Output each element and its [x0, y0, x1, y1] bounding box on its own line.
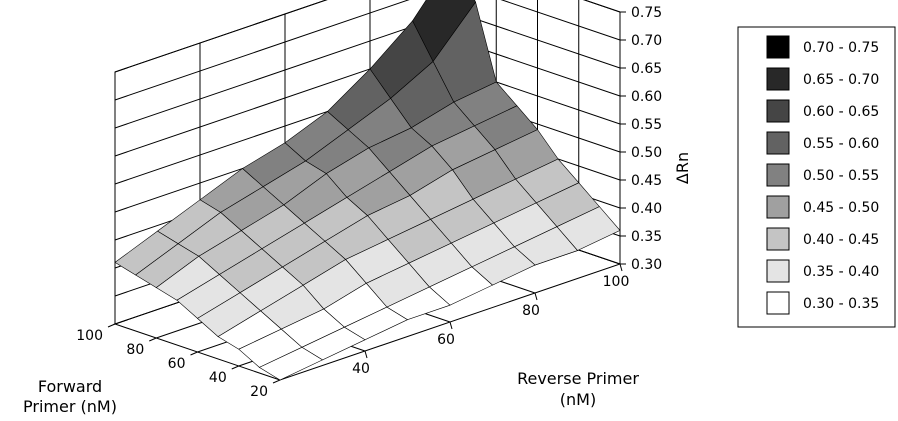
z-tick-label: 0.30 [631, 257, 662, 273]
y-tick-mark [364, 350, 368, 359]
y-tick-label: 40 [352, 361, 370, 377]
z-tick-label: 0.65 [631, 61, 662, 77]
legend-label: 0.35 - 0.40 [803, 264, 879, 280]
legend-label: 0.30 - 0.35 [803, 296, 879, 312]
x-tick-label: 80 [126, 342, 144, 358]
x-tick-label: 20 [250, 384, 268, 400]
legend-label: 0.60 - 0.65 [803, 104, 879, 120]
x-axis-title-line1: Forward [38, 377, 102, 396]
x-tick-label: 60 [168, 356, 186, 372]
legend-swatch [766, 99, 790, 123]
surface-patch [258, 346, 324, 381]
legend-swatch [766, 67, 790, 91]
x-tick-mark [107, 323, 116, 328]
z-tick-label: 0.45 [631, 173, 662, 189]
z-tick-label: 0.60 [631, 89, 662, 105]
z-tick-label: 0.35 [631, 229, 662, 245]
x-tick-mark [190, 351, 198, 356]
legend-label: 0.45 - 0.50 [803, 200, 879, 216]
legend-swatch [766, 259, 790, 283]
legend-swatch [766, 227, 790, 251]
y-tick-label: 100 [603, 274, 630, 290]
legend-swatch [766, 163, 790, 187]
legend-swatch [766, 291, 790, 315]
y-tick-label: 60 [437, 332, 455, 348]
y-axis-title-line1: Reverse Primer [517, 369, 639, 388]
x-tick-label: 40 [209, 370, 227, 386]
z-tick-label: 0.75 [631, 5, 662, 21]
legend-swatch [766, 195, 790, 219]
legend-label: 0.70 - 0.75 [803, 40, 879, 56]
y-tick-mark [619, 263, 623, 272]
z-tick-label: 0.50 [631, 145, 662, 161]
legend-label: 0.40 - 0.45 [803, 232, 879, 248]
x-tick-mark [149, 337, 157, 342]
z-gridline [114, 0, 621, 73]
z-axis-title: ΔRn [673, 152, 692, 184]
x-axis-title-line2: Primer (nM) [23, 397, 117, 416]
legend-label: 0.65 - 0.70 [803, 72, 879, 88]
legend-swatch [766, 131, 790, 155]
z-tick-label: 0.70 [631, 33, 662, 49]
z-gridline [114, 0, 621, 101]
axis-ticks: 0.75 0.70 0.65 0.60 0.55 0.50 0.45 0.40 0.35 0.30… [76, 5, 662, 400]
legend-swatch [766, 35, 790, 59]
legend-label: 0.55 - 0.60 [803, 136, 879, 152]
legend-box [737, 26, 896, 328]
legend-label: 0.50 - 0.55 [803, 168, 879, 184]
x-tick-mark [231, 365, 239, 370]
y-tick-mark [449, 321, 453, 330]
z-tick-label: 0.55 [631, 117, 662, 133]
y-tick-mark [534, 292, 538, 301]
x-tick-mark [272, 379, 281, 384]
x-tick-label: 100 [76, 328, 103, 344]
legend: 0.70 - 0.75 0.65 - 0.70 0.60 - 0.65 0.55 - … [737, 26, 896, 328]
surface-plot [114, 0, 621, 381]
z-tick-label: 0.40 [631, 201, 662, 217]
y-tick-label: 80 [522, 303, 540, 319]
y-axis-title-line2: (nM) [560, 390, 596, 409]
